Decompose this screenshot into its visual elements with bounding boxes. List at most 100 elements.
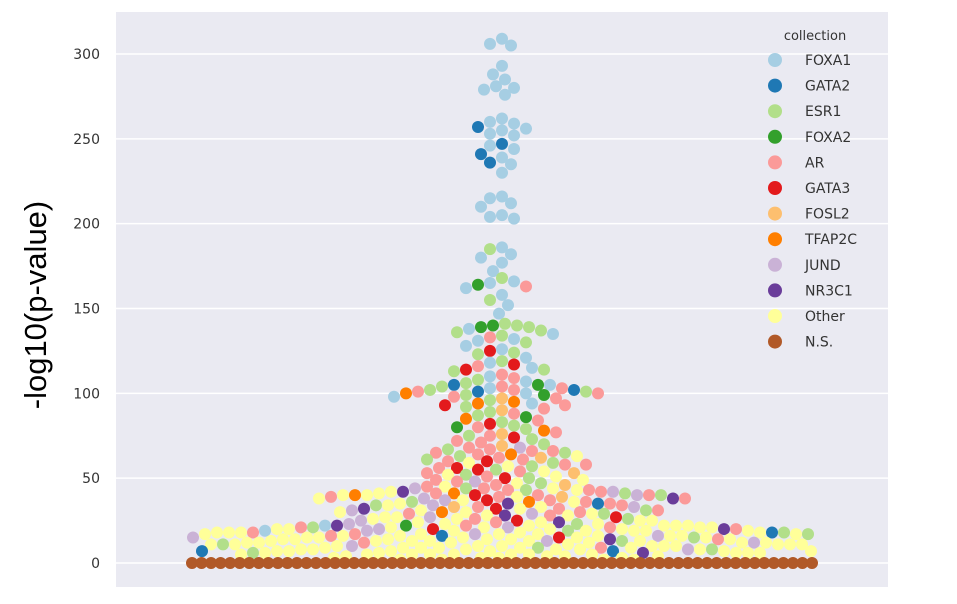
point-ar [520,280,532,293]
point-other [568,495,580,508]
point-foxa1 [499,73,511,86]
point-ar [496,380,508,393]
point-esr1 [619,487,631,500]
point-jund [607,485,619,498]
point-esr1 [778,526,790,539]
point-ar [652,504,664,517]
point-fosl2 [496,392,508,405]
point-nr3c1 [397,485,409,498]
point-ar [430,446,442,459]
point-other [289,533,301,546]
point-jund [427,499,439,512]
point-other [742,524,754,537]
point-ns [281,557,294,569]
point-other [523,519,535,532]
point-foxa1 [478,83,490,96]
point-ns [777,557,790,569]
point-foxa1 [508,212,520,225]
point-ar [484,331,496,344]
legend-marker [768,309,782,323]
point-tfap2c [400,387,412,400]
point-ar [643,489,655,502]
point-other [283,523,295,536]
point-ns [758,557,771,569]
point-ar [451,475,463,488]
point-gata3 [499,472,511,485]
point-jund [424,511,436,524]
point-esr1 [424,383,436,396]
legend-label: ESR1 [805,104,841,120]
point-ar [325,529,337,542]
point-foxa1 [547,327,559,340]
point-other [616,523,628,536]
point-foxa1 [526,397,538,410]
point-other [229,538,241,551]
point-other [391,511,403,524]
point-other [385,485,397,498]
legend-label: Other [805,309,845,325]
point-ns [786,557,799,569]
point-esr1 [496,416,508,429]
point-other [646,514,658,527]
point-foxa2 [538,389,550,402]
point-tfap2c [508,395,520,408]
point-ar [469,512,481,525]
point-jund [373,523,385,536]
point-gata2 [766,526,778,539]
point-gata2 [592,497,604,510]
point-foxa1 [496,124,508,137]
point-foxa1 [496,32,508,45]
point-other [382,499,394,512]
point-other [664,529,676,542]
point-ar [493,490,505,503]
point-other [538,465,550,478]
point-foxa1 [484,382,496,395]
point-tfap2c [436,506,448,519]
point-other [577,473,589,486]
point-jund [748,536,760,549]
point-other [634,534,646,547]
point-ns [538,557,551,569]
point-ns [720,557,733,569]
point-ar [508,407,520,420]
point-foxa1 [520,387,532,400]
point-other [514,526,526,539]
point-gata3 [460,363,472,376]
point-foxa1 [544,378,556,391]
point-ns [262,557,275,569]
point-other [406,534,418,547]
point-ns [300,557,313,569]
point-other [694,543,706,556]
point-other [205,538,217,551]
legend-label: JUND [804,258,841,274]
legend-label: FOXA2 [805,130,851,146]
point-ns [519,557,532,569]
point-esr1 [511,319,523,332]
y-tick-label: 300 [73,47,100,63]
point-other [385,545,397,558]
point-other [532,528,544,541]
point-other [511,490,523,503]
point-esr1 [535,324,547,337]
point-other [481,509,493,522]
point-gata3 [484,344,496,357]
point-other [457,494,469,507]
point-ar [544,509,556,522]
point-foxa1 [490,80,502,93]
point-ar [553,502,565,515]
point-foxa2 [520,411,532,424]
point-foxa1 [508,143,520,156]
point-jund [526,507,538,520]
point-other [670,540,682,553]
point-ar [550,392,562,405]
point-foxa1 [496,151,508,164]
point-gata3 [610,511,622,524]
point-tfap2c [505,448,517,461]
point-ar [502,484,514,497]
legend-label: N.S. [805,335,833,351]
point-ar [712,533,724,546]
point-ar [433,461,445,474]
point-foxa1 [496,343,508,356]
point-ns [634,557,647,569]
